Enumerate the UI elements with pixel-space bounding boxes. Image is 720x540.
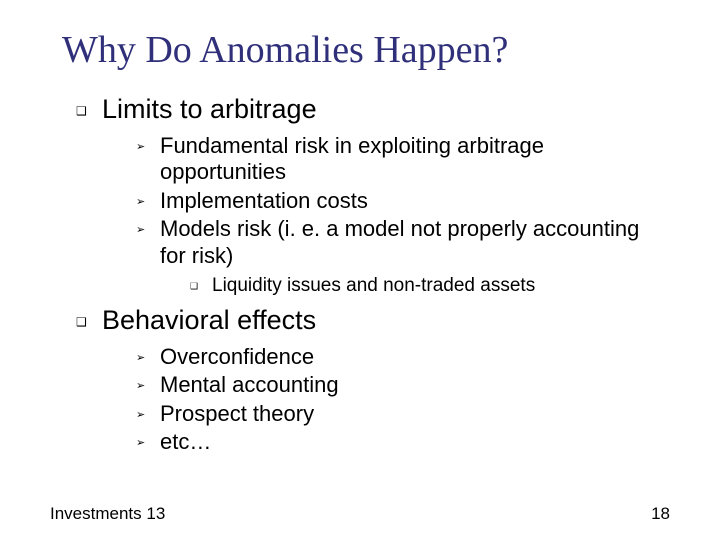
square-bullet-icon: ❑ — [76, 104, 86, 118]
section1-item-1: Implementation costs — [160, 188, 368, 214]
level2-item: ➢ Mental accounting — [136, 372, 670, 398]
arrow-bullet-icon: ➢ — [136, 379, 146, 392]
level2-item: ➢ Models risk (i. e. a model not properl… — [136, 216, 670, 269]
level2-item: ➢ Prospect theory — [136, 401, 670, 427]
level2-item: ➢ Fundamental risk in exploiting arbitra… — [136, 133, 670, 186]
arrow-bullet-icon: ➢ — [136, 408, 146, 421]
level3-item: ❑ Liquidity issues and non-traded assets — [190, 275, 670, 297]
section1-item-0: Fundamental risk in exploiting arbitrage… — [160, 133, 660, 186]
section2-item-3: etc… — [160, 429, 211, 455]
footer: Investments 13 18 — [50, 504, 670, 524]
slide-container: Why Do Anomalies Happen? ❑ Limits to arb… — [0, 0, 720, 456]
section1-item-2: Models risk (i. e. a model not properly … — [160, 216, 660, 269]
section1-sublist: ➢ Fundamental risk in exploiting arbitra… — [136, 133, 670, 269]
arrow-bullet-icon: ➢ — [136, 436, 146, 449]
level2-item: ➢ Overconfidence — [136, 344, 670, 370]
section-limits: ❑ Limits to arbitrage — [76, 94, 670, 125]
section-behavioral: ❑ Behavioral effects — [76, 305, 670, 336]
section2-item-0: Overconfidence — [160, 344, 314, 370]
section2-item-1: Mental accounting — [160, 372, 339, 398]
slide-title: Why Do Anomalies Happen? — [62, 28, 670, 72]
square-small-bullet-icon: ❑ — [190, 281, 198, 292]
level2-item: ➢ etc… — [136, 429, 670, 455]
footer-left: Investments 13 — [50, 504, 165, 524]
square-bullet-icon: ❑ — [76, 315, 86, 329]
level1-item: ❑ Limits to arbitrage — [76, 94, 670, 125]
section1-heading: Limits to arbitrage — [102, 94, 317, 125]
arrow-bullet-icon: ➢ — [136, 195, 146, 208]
section2-item-2: Prospect theory — [160, 401, 314, 427]
level2-item: ➢ Implementation costs — [136, 188, 670, 214]
section1-subsublist: ❑ Liquidity issues and non-traded assets — [190, 275, 670, 297]
section2-heading: Behavioral effects — [102, 305, 316, 336]
section1-subitem: Liquidity issues and non-traded assets — [212, 275, 535, 297]
arrow-bullet-icon: ➢ — [136, 351, 146, 364]
arrow-bullet-icon: ➢ — [136, 140, 146, 153]
arrow-bullet-icon: ➢ — [136, 223, 146, 236]
section2-sublist: ➢ Overconfidence ➢ Mental accounting ➢ P… — [136, 344, 670, 456]
level1-item: ❑ Behavioral effects — [76, 305, 670, 336]
footer-right: 18 — [651, 504, 670, 524]
